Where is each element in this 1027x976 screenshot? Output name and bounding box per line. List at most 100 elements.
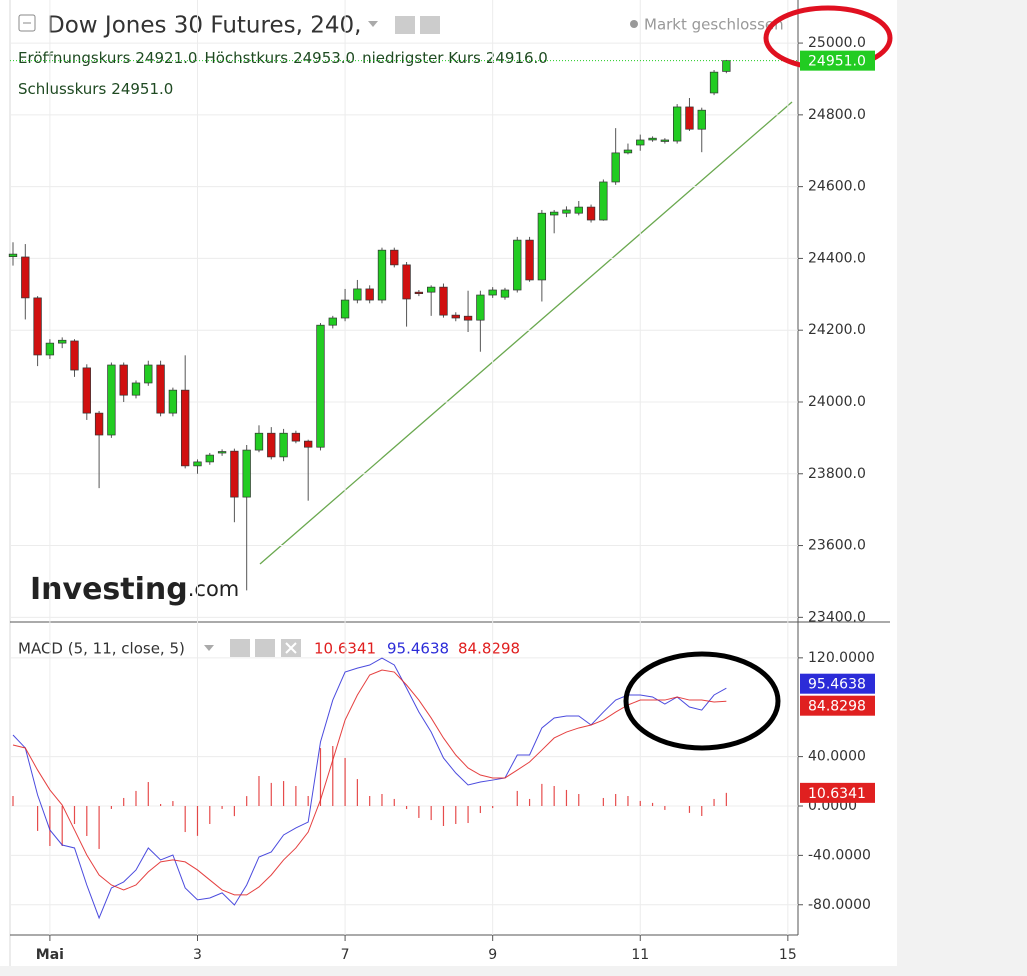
candle-body [33,297,42,356]
candle-body [500,289,510,298]
legend-label: Höchstkurs [204,49,288,67]
value-box [800,673,875,694]
legend-value: 24916.0 [486,49,548,67]
value-box [800,782,875,803]
candle-body [94,412,104,436]
watermark-domain: .com [188,577,240,601]
candle-body [476,294,485,321]
x-tick-label: 3 [193,947,202,963]
highlight-ellipse [623,651,781,751]
candle-body [45,342,55,356]
candle-body [513,239,522,291]
price-box [800,50,875,71]
candle-body [267,432,276,458]
price-box-label: 24951.0 [808,54,866,70]
ohlc-legend: Schlusskurs 24951.0 [18,80,173,98]
candle-body [586,206,596,221]
settings-icon[interactable] [420,16,440,34]
candle-body [58,339,67,344]
candle-body [525,239,534,281]
candle-body [685,106,694,130]
x-tick-label: 7 [341,947,350,963]
y-tick-label: 24800.0 [808,107,866,123]
candle-body [550,211,559,216]
candle-body [70,340,79,371]
candle-body [414,291,424,295]
candle-body [463,315,473,321]
candle-body [574,206,583,214]
legend-value: 24953.0 [293,49,355,67]
visibility-icon[interactable] [395,16,415,34]
indicator-value: 95.4638 [387,640,449,658]
x-tick-label: 15 [779,947,797,963]
candle-body [205,454,214,463]
y-tick-label: 23600.0 [808,538,866,554]
candle-body [168,389,178,414]
status-dot [630,20,638,28]
candle-body [279,432,288,458]
candle-body [230,450,239,498]
x-tick-label: 11 [631,947,649,963]
chart-background [0,0,897,966]
candle-body [8,253,18,257]
candle-body [254,432,264,451]
y-tick-label: 24400.0 [808,250,866,266]
y-tick-label: -80.0000 [808,897,871,913]
candle-body [439,286,448,316]
candle-body [722,60,731,72]
value-box-label: 10.6341 [808,786,866,802]
y-tick-label: -40.0000 [808,847,871,863]
legend-label: Eröffnungskurs [18,49,131,67]
legend-label: Schlusskurs [18,80,106,98]
value-box-label: 84.8298 [808,699,866,715]
candle-body [131,382,141,396]
y-tick-label: 23800.0 [808,466,866,482]
candle-body [488,289,497,296]
x-tick-label: Mai [36,947,64,963]
y-tick-label: 23400.0 [808,609,866,625]
candle-body [156,364,165,414]
candle-body [709,71,719,94]
watermark: Investing.com [30,572,239,607]
legend-value: 24921.0 [135,49,197,67]
indicator-title: MACD (5, 11, close, 5) [18,640,185,658]
candle-body [537,212,547,281]
ohlc-legend: Eröffnungskurs 24921.0 Höchstkurs 24953.0 ni… [18,49,548,67]
x-tick-label: 9 [488,947,497,963]
candle-body [107,364,116,436]
indicator-line [12,657,727,920]
candle-body [648,137,657,141]
candle-body [697,109,706,130]
candle-body [328,317,337,326]
indicator-value: 84.8298 [458,640,520,658]
candle-body [242,449,251,498]
trend-line [259,101,793,565]
candle-body [353,288,362,301]
y-tick-label: 40.0000 [808,749,866,765]
y-tick-label: 24600.0 [808,179,866,195]
candle-body [340,299,350,319]
legend-label: niedrigster Kurs [362,49,481,67]
candle-body [21,256,30,299]
dropdown-caret[interactable] [368,21,378,27]
legend-value: 24951.0 [111,80,173,98]
candle-body [304,440,313,448]
candle-body [316,324,325,448]
y-tick-label: 24200.0 [808,322,866,338]
value-box [800,695,875,716]
y-tick-label: 24000.0 [808,394,866,410]
candle-body [119,364,128,396]
collapse-icon[interactable] [18,14,36,32]
candle-body [427,286,436,293]
candle-body [562,209,571,214]
candle-body [660,139,670,142]
candle-body [217,451,227,454]
settings-icon[interactable] [255,639,275,657]
candle-body [144,364,153,384]
visibility-icon[interactable] [230,639,250,657]
candle-body [390,249,399,266]
dropdown-caret[interactable] [204,645,214,651]
market-status: Markt geschlossen [644,16,784,34]
remove-icon-cross [285,642,297,654]
